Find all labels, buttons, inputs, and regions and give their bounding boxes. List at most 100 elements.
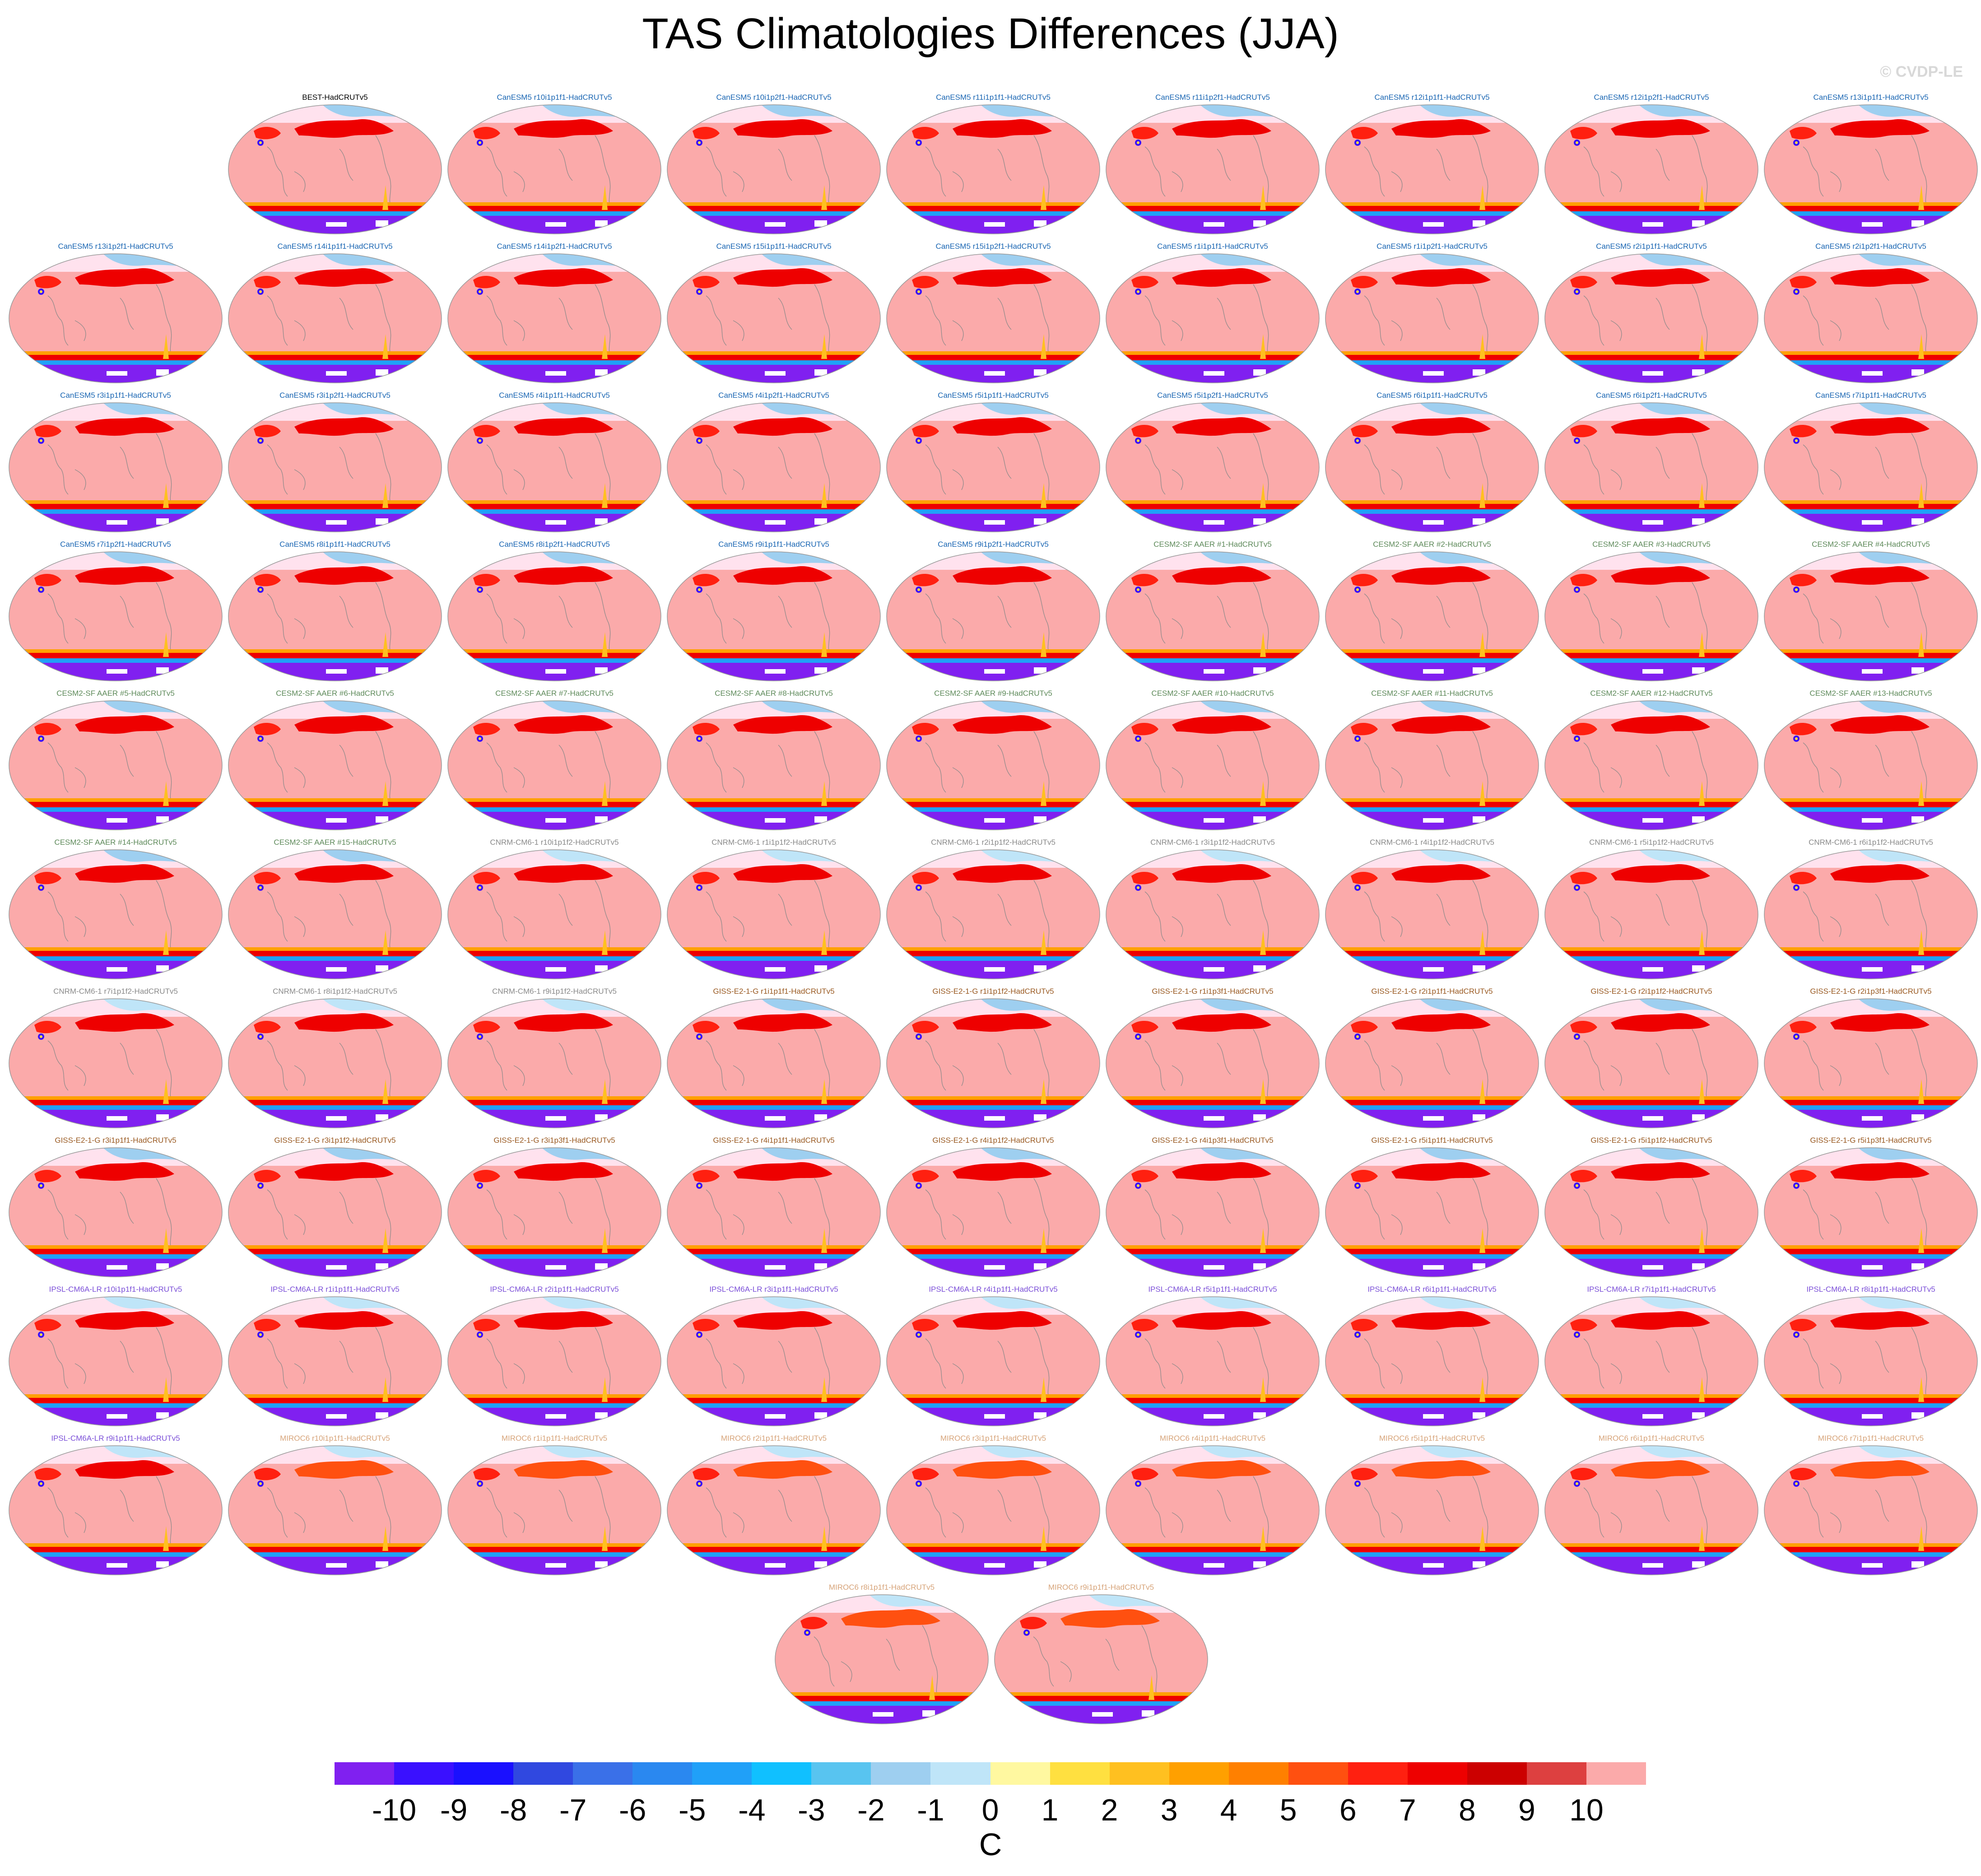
eurasia-warming-patch [1391, 566, 1491, 585]
southern-ocean-band [667, 1100, 880, 1105]
panel-label: CESM2-SF AAER #10-HadCRUTv5 [1151, 689, 1274, 698]
coastline [1655, 1341, 1670, 1373]
coastline [1364, 295, 1385, 346]
colorbar-tick: -3 [798, 1793, 825, 1827]
north-america-warming-patch [912, 1467, 939, 1480]
north-america-warming-patch [34, 871, 61, 884]
southern-ocean-band [1106, 653, 1319, 658]
panel-label: GISS-E2-1-G r5i1p3f1-HadCRUTv5 [1810, 1136, 1932, 1145]
missing-data-area [545, 1563, 566, 1568]
andes-warming-streak [1479, 334, 1485, 359]
southern-ocean-band [228, 798, 442, 802]
southern-ocean-band [448, 500, 661, 504]
southern-ocean-band [667, 504, 880, 509]
missing-data-area [156, 965, 169, 972]
coastline [706, 146, 727, 197]
coastline [339, 1341, 353, 1373]
missing-data-area [376, 1263, 388, 1270]
map-panel: CanESM5 r6i1p2f1-HadCRUTv5 [1543, 391, 1760, 535]
andes-warming-streak [1918, 1377, 1924, 1402]
map-outline [1106, 998, 1320, 1128]
andes-warming-streak [821, 185, 827, 210]
southern-ocean-band [1764, 1543, 1977, 1547]
robinson-map [1325, 1147, 1539, 1277]
southern-ocean-band [1764, 355, 1977, 360]
map-panel: CanESM5 r10i1p2f1-HadCRUTv5 [665, 93, 882, 237]
coastline [595, 1476, 611, 1549]
map-panel: GISS-E2-1-G r3i1p1f1-HadCRUTv5 [7, 1136, 224, 1280]
coastline [339, 447, 353, 479]
north-america-warming-patch [1131, 275, 1158, 289]
robinson-map [886, 849, 1100, 979]
southern-ocean-band [9, 1547, 222, 1552]
coastline [120, 1341, 134, 1373]
panel-label: MIROC6 r10i1p1f1-HadCRUTv5 [280, 1434, 390, 1443]
southern-ocean-band [667, 1543, 880, 1547]
coastline [558, 298, 573, 330]
eurasia-warming-patch [294, 119, 394, 138]
panel-label: CanESM5 r12i1p2f1-HadCRUTv5 [1594, 93, 1709, 102]
missing-data-area [1204, 222, 1224, 227]
coastline [375, 880, 392, 953]
map-outline [886, 1445, 1100, 1575]
north-america-warming-patch [693, 1169, 720, 1182]
missing-data-area [326, 967, 347, 972]
southern-ocean-band [667, 500, 880, 504]
missing-data-area [1473, 816, 1485, 823]
southern-ocean-band [1764, 360, 1977, 365]
north-america-warming-patch [1131, 722, 1158, 736]
colorbar-tick: -4 [738, 1793, 766, 1827]
southern-ocean-band [887, 509, 1100, 514]
coastline [1033, 433, 1050, 506]
coastline [74, 1512, 86, 1533]
map-outline [228, 402, 442, 532]
eurasia-warming-patch [1391, 1013, 1491, 1032]
coastline [1692, 1029, 1708, 1102]
missing-data-area [1911, 1561, 1924, 1568]
north-america-warming-patch [1131, 1169, 1158, 1182]
map-panel: CESM2-SF AAER #6-HadCRUTv5 [227, 689, 443, 833]
andes-warming-streak [602, 483, 608, 508]
robinson-map [447, 849, 661, 979]
eurasia-warming-patch [514, 268, 613, 287]
andes-warming-streak [602, 632, 608, 657]
coastline [267, 742, 288, 793]
coastline [997, 596, 1012, 628]
map-panel: CanESM5 r9i1p1f1-HadCRUTv5 [665, 540, 882, 684]
southern-ocean-band [667, 360, 880, 365]
missing-data-area [1911, 667, 1924, 674]
missing-data-area [1253, 667, 1266, 674]
coastline [733, 1363, 744, 1384]
panel-label: CanESM5 r9i1p1f1-HadCRUTv5 [718, 540, 829, 549]
coastline [486, 146, 507, 197]
coastline [925, 444, 946, 495]
coastline [120, 298, 134, 330]
map-outline [1325, 551, 1539, 681]
map-panel: CESM2-SF AAER #15-HadCRUTv5 [227, 838, 443, 982]
southern-ocean-band [1545, 658, 1758, 663]
coastline [513, 171, 525, 192]
map-panel: CanESM5 r15i1p2f1-HadCRUTv5 [885, 242, 1102, 386]
southern-ocean-band [228, 956, 442, 961]
coastline [1033, 1636, 1054, 1687]
coastline [1253, 1178, 1270, 1251]
coastline [1610, 767, 1622, 788]
north-america-warming-patch [1790, 1169, 1817, 1182]
missing-data-area [1692, 518, 1705, 525]
southern-ocean-band [1106, 500, 1319, 504]
andes-warming-streak [1041, 1526, 1046, 1551]
robinson-map [1325, 1296, 1539, 1426]
missing-data-area [1204, 520, 1224, 525]
map-outline [1106, 1445, 1320, 1575]
map-outline [9, 1147, 223, 1277]
eurasia-warming-patch [294, 1162, 394, 1181]
missing-data-area [1423, 520, 1444, 525]
robinson-map [667, 1147, 881, 1277]
coastline [486, 1040, 507, 1091]
missing-data-area [984, 1563, 1005, 1568]
map-panel: GISS-E2-1-G r4i1p3f1-HadCRUTv5 [1104, 1136, 1321, 1280]
map-outline [1106, 1147, 1320, 1277]
southern-ocean-band [667, 1403, 880, 1408]
robinson-map [1106, 104, 1320, 234]
coastline [733, 469, 744, 490]
